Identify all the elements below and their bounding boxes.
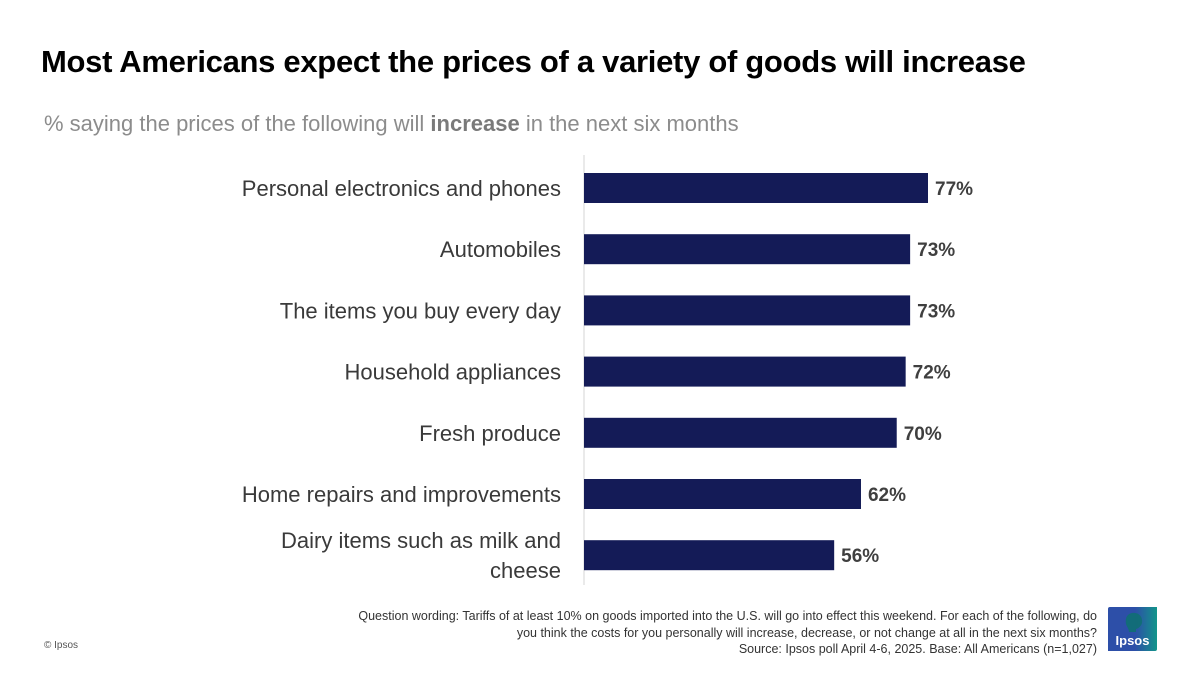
subtitle-prefix: % saying the prices of the following wil… — [44, 111, 431, 136]
category-label-4: Fresh produce — [419, 421, 561, 446]
bar-4 — [584, 417, 897, 448]
logo-head-silhouette — [1125, 612, 1143, 632]
value-label-0: 77% — [935, 179, 973, 200]
chart-subtitle: % saying the prices of the following wil… — [44, 111, 739, 137]
category-label-1: Automobiles — [440, 237, 561, 262]
value-label-3: 72% — [913, 363, 951, 384]
value-label-1: 73% — [917, 240, 955, 261]
chart-title: Most Americans expect the prices of a va… — [41, 44, 1026, 79]
footnote: Question wording: Tariffs of at least 10… — [277, 608, 1097, 658]
value-label-2: 73% — [917, 301, 955, 322]
bar-6 — [584, 540, 835, 571]
ipsos-logo: Ipsos — [1108, 607, 1157, 651]
category-label-0: Personal electronics and phones — [242, 176, 561, 201]
footnote-question-line-1: Question wording: Tariffs of at least 10… — [358, 609, 1097, 623]
subtitle-suffix: in the next six months — [519, 111, 739, 136]
copyright: © Ipsos — [44, 640, 79, 651]
category-label-5: Home repairs and improvements — [242, 482, 561, 507]
bar-0 — [584, 173, 928, 203]
footnote-question-line-2: you think the costs for you personally w… — [516, 625, 1097, 640]
value-label-4: 70% — [904, 424, 942, 445]
category-label-2: The items you buy every day — [280, 298, 561, 323]
value-label-5: 62% — [868, 485, 906, 506]
logo-text: Ipsos — [1116, 633, 1150, 648]
bar-2 — [584, 295, 911, 326]
category-label-3: Household appliances — [345, 360, 562, 385]
category-label-6-line-1: cheese — [490, 558, 561, 583]
bar-chart: 77% Personal electronics and phones 73% Aut… — [242, 155, 973, 585]
bar-1 — [584, 234, 911, 265]
bar-5 — [584, 479, 861, 509]
value-label-6: 56% — [841, 546, 879, 567]
subtitle-emphasis: increase — [430, 111, 520, 136]
bar-3 — [584, 356, 906, 387]
category-label-6-line-0: Dairy items such as milk and — [281, 528, 561, 553]
footnote-source: Source: Ipsos poll April 4-6, 2025. Base… — [738, 642, 1097, 656]
